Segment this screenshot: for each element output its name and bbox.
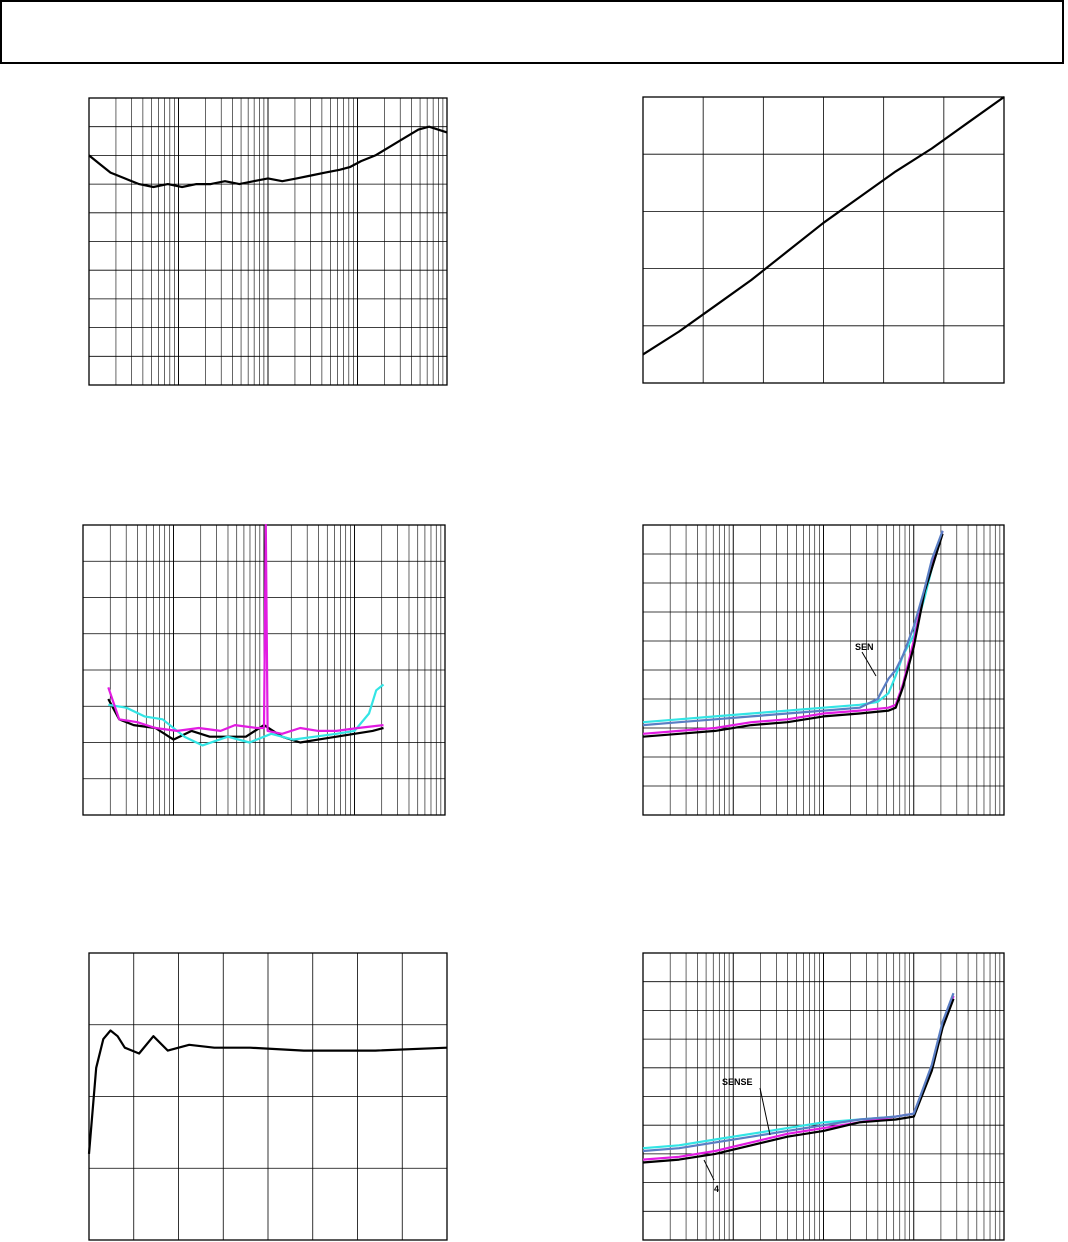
chart-4: SEN: [642, 524, 1005, 816]
annotation-sen: SEN: [855, 642, 874, 652]
chart-5: [87, 952, 448, 1241]
series-line-4: [642, 530, 944, 727]
annotation-arrow: [759, 1087, 771, 1136]
annotation-sense: SENSE: [722, 1077, 753, 1087]
annotation-arrow: [703, 1159, 715, 1181]
annotation-4: 4: [714, 1184, 719, 1194]
chart-6: SENSE 4: [642, 952, 1005, 1241]
series-line-2: [108, 683, 385, 747]
series-line-1: [107, 698, 384, 744]
chart-1: [88, 97, 448, 386]
page-header-box: [0, 0, 1064, 64]
series-line-4: [642, 992, 955, 1153]
chart-2: [642, 96, 1005, 384]
series-line-1: [87, 1029, 448, 1154]
annotation-arrow: [861, 651, 877, 677]
series-line-3: [107, 523, 384, 735]
series-line-1: [642, 96, 1005, 356]
series-line-3: [642, 533, 944, 738]
series-line-1: [88, 125, 448, 189]
series-line-3: [642, 998, 955, 1164]
series-line-2: [642, 530, 944, 735]
chart-3: [82, 523, 446, 816]
